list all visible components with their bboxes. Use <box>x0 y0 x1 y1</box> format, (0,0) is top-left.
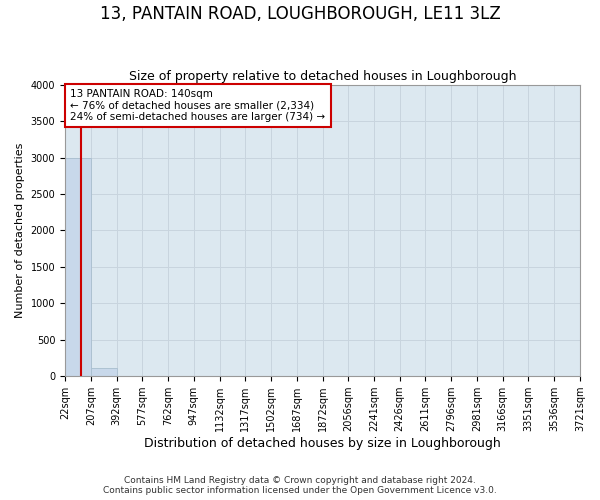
X-axis label: Distribution of detached houses by size in Loughborough: Distribution of detached houses by size … <box>144 437 501 450</box>
Text: 13 PANTAIN ROAD: 140sqm
← 76% of detached houses are smaller (2,334)
24% of semi: 13 PANTAIN ROAD: 140sqm ← 76% of detache… <box>70 89 325 122</box>
Bar <box>65 158 91 376</box>
Title: Size of property relative to detached houses in Loughborough: Size of property relative to detached ho… <box>129 70 516 84</box>
Text: 13, PANTAIN ROAD, LOUGHBOROUGH, LE11 3LZ: 13, PANTAIN ROAD, LOUGHBOROUGH, LE11 3LZ <box>100 5 500 23</box>
Bar <box>91 368 116 376</box>
Text: Contains HM Land Registry data © Crown copyright and database right 2024.
Contai: Contains HM Land Registry data © Crown c… <box>103 476 497 495</box>
Y-axis label: Number of detached properties: Number of detached properties <box>15 143 25 318</box>
